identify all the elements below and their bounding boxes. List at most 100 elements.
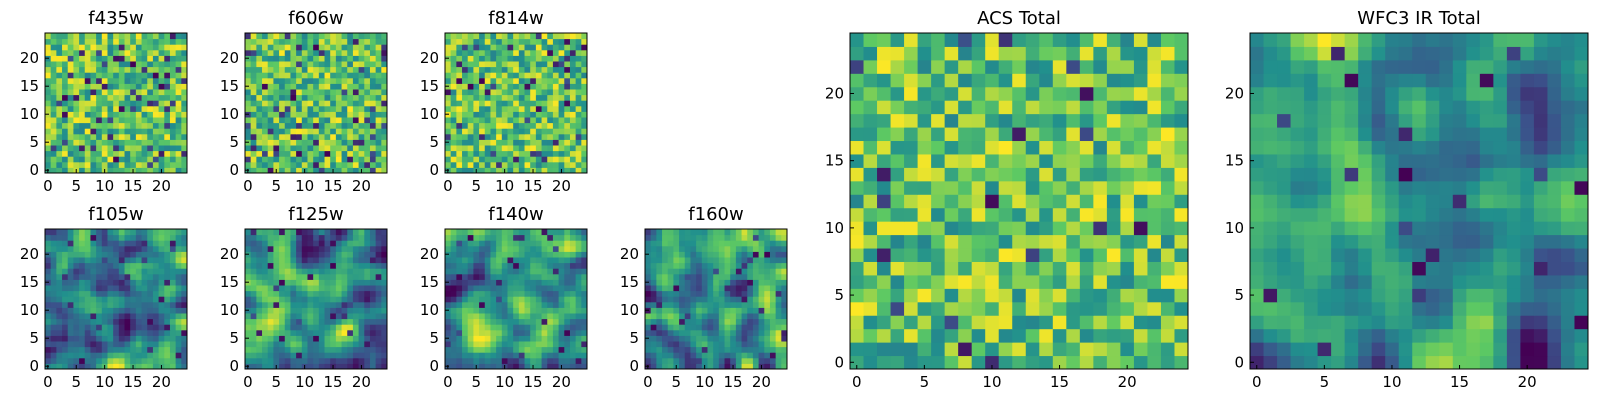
heatmap-cell (863, 127, 878, 142)
heatmap-cell (479, 329, 486, 336)
heatmap-cell (558, 273, 565, 280)
heatmap-cell (347, 139, 354, 146)
heatmap-cell (67, 139, 74, 146)
heatmap-cell (701, 296, 708, 303)
heatmap-cell (262, 262, 269, 269)
heatmap-cell (56, 335, 63, 342)
heatmap-cell (347, 229, 354, 236)
heatmap-cell (541, 341, 548, 348)
heatmap-cell (462, 240, 469, 247)
heatmap-cell (501, 94, 508, 101)
heatmap-cell (256, 133, 263, 140)
heatmap-cell (250, 290, 257, 297)
heatmap-cell (558, 111, 565, 118)
heatmap-cell (552, 318, 560, 325)
heatmap-cell (381, 117, 388, 124)
heatmap-cell (250, 234, 257, 241)
heatmap-cell (245, 33, 252, 40)
heatmap-cell (456, 111, 463, 118)
heatmap-cell (358, 117, 365, 124)
heatmap-cell (581, 150, 588, 157)
heatmap-cell (135, 117, 143, 124)
heatmap-cell (67, 268, 74, 275)
heatmap-cell (496, 100, 503, 107)
heatmap-cell (296, 156, 303, 163)
heatmap-cell (547, 61, 554, 68)
heatmap-cell (524, 139, 531, 146)
heatmap-cell (96, 324, 103, 331)
heatmap-cell (118, 273, 126, 280)
heatmap-cell (358, 133, 365, 140)
heatmap-cell (904, 207, 919, 222)
heatmap-cell (490, 117, 497, 124)
heatmap-cell (79, 105, 86, 112)
heatmap-cell (67, 167, 74, 174)
heatmap-cell (781, 245, 788, 252)
heatmap-cell (764, 352, 771, 359)
heatmap-cell (158, 290, 165, 297)
heatmap-cell (541, 49, 548, 56)
heatmap-cell (575, 55, 582, 62)
heatmap-cell (501, 229, 508, 236)
heatmap-cell (245, 117, 252, 124)
heatmap-cell (496, 44, 503, 51)
heatmap-cell (944, 261, 959, 276)
heatmap-cell (673, 268, 680, 275)
heatmap-cell (381, 313, 388, 320)
heatmap-cell (256, 77, 263, 84)
heatmap-cell (369, 313, 377, 320)
heatmap-cell (130, 49, 137, 56)
heatmap-cell (558, 128, 565, 135)
heatmap-cell (118, 324, 126, 331)
heatmap-cell (1160, 261, 1175, 276)
heatmap-cell (96, 285, 103, 292)
heatmap-cell (296, 234, 303, 241)
heatmap-cell (96, 77, 103, 84)
heatmap-cell (501, 122, 508, 129)
heatmap-cell (84, 357, 91, 364)
heatmap-cell (335, 329, 343, 336)
heatmap-cell (318, 251, 326, 258)
heatmap-cell (62, 318, 69, 325)
heatmap-cell (501, 105, 508, 112)
heatmap-cell (456, 296, 463, 303)
heatmap-cell (645, 229, 652, 236)
heatmap-cell (1052, 248, 1067, 262)
heatmap-cell (84, 49, 91, 56)
heatmap-cell (479, 346, 486, 353)
heatmap-cell (62, 313, 69, 320)
heatmap-cells (445, 33, 588, 174)
heatmap-cell (524, 234, 531, 241)
heatmap-cell (273, 133, 280, 140)
heatmap-cell (569, 268, 577, 275)
heatmap-cell (507, 251, 514, 258)
heatmap-cell (581, 357, 588, 364)
heatmap-cell (301, 296, 308, 303)
heatmap-cell (558, 329, 565, 336)
heatmap-cell (84, 133, 91, 140)
heatmap-cell (501, 49, 508, 56)
heatmap-cell (501, 89, 508, 96)
heatmap-cell (79, 257, 86, 264)
heatmap-cell (507, 357, 514, 364)
heatmap-cell (1079, 274, 1094, 289)
heatmap-cell (330, 83, 337, 90)
heatmap-cell (347, 61, 354, 68)
axes-frame (444, 32, 588, 174)
heatmap-cell (301, 335, 308, 342)
heatmap-cell (279, 44, 286, 51)
heatmap-cell (581, 122, 588, 129)
heatmap-cell (141, 240, 148, 247)
heatmap-cell (513, 352, 520, 359)
heatmap-cell (513, 100, 520, 107)
heatmap-cell (358, 55, 365, 62)
heatmap-cell (279, 346, 286, 353)
heatmap-cell (45, 290, 52, 297)
heatmap-cell (341, 145, 348, 152)
heatmap-cell (484, 251, 491, 258)
heatmap-cell (985, 194, 1000, 209)
heatmap-cell (547, 49, 554, 56)
heatmap-cell (175, 307, 182, 314)
heatmap-cell (575, 72, 582, 79)
heatmap-cell (130, 301, 137, 308)
